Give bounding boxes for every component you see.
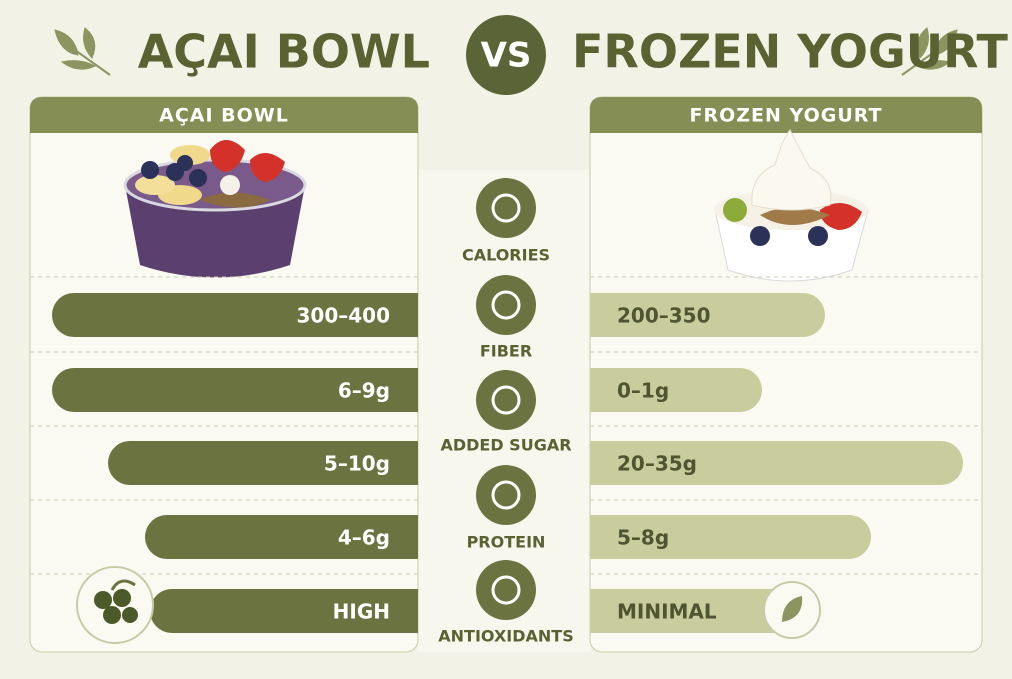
left-panel-header bbox=[30, 97, 418, 133]
right-value: 200–350 bbox=[617, 304, 711, 328]
vs-text: VS bbox=[481, 36, 532, 76]
left-bar bbox=[108, 441, 418, 485]
left-value: 5–10g bbox=[324, 452, 390, 476]
metric-icon-inner bbox=[491, 193, 521, 223]
comparison-rows: 300–400 6–9g 5–10g 4–6g HIGH 200–350 0–1g 20–35… bbox=[30, 178, 982, 646]
left-bar bbox=[52, 368, 418, 412]
title-right: FROZEN YOGURT bbox=[572, 25, 1008, 79]
metric-icon-inner bbox=[491, 385, 521, 415]
right-value: 5–8g bbox=[617, 526, 669, 550]
left-value: 300–400 bbox=[297, 304, 391, 328]
right-header-text: FROZEN YOGURT bbox=[689, 105, 882, 127]
metric-label: ANTIOXIDANTS bbox=[438, 627, 573, 646]
metric-icon-inner bbox=[491, 480, 521, 510]
metric-label: ADDED SUGAR bbox=[440, 436, 571, 455]
acai-bowl-image bbox=[123, 140, 307, 278]
left-bar bbox=[145, 515, 418, 559]
metric-label: PROTEIN bbox=[467, 533, 546, 552]
metric-label: CALORIES bbox=[462, 246, 550, 265]
right-bar bbox=[590, 368, 762, 412]
right-value: 0–1g bbox=[617, 379, 669, 403]
left-bar bbox=[52, 293, 418, 337]
berries-badge bbox=[76, 566, 154, 644]
metric-icon-inner bbox=[491, 290, 521, 320]
vs-badge bbox=[466, 15, 546, 95]
right-bar bbox=[590, 589, 800, 633]
right-bar bbox=[590, 441, 963, 485]
metric-label: FIBER bbox=[480, 342, 532, 361]
metric-icon-inner bbox=[491, 575, 521, 605]
right-panel-header bbox=[590, 97, 982, 133]
metric-icon bbox=[476, 275, 536, 335]
right-value: 20–35g bbox=[617, 452, 697, 476]
leaf-badge bbox=[763, 581, 821, 639]
leaf-decoration bbox=[901, 27, 958, 76]
right-bar bbox=[590, 515, 871, 559]
metric-icon bbox=[476, 560, 536, 620]
left-bar bbox=[150, 589, 418, 633]
metric-icon bbox=[476, 465, 536, 525]
left-value: HIGH bbox=[333, 600, 390, 624]
frozen-yogurt-image bbox=[714, 129, 869, 282]
left-value: 6–9g bbox=[338, 379, 390, 403]
leaf-decoration bbox=[54, 27, 111, 76]
right-value: MINIMAL bbox=[617, 600, 717, 624]
right-bar bbox=[590, 293, 825, 337]
title-left: AÇAI BOWL bbox=[138, 25, 430, 79]
left-header-text: AÇAI BOWL bbox=[159, 105, 289, 127]
left-value: 4–6g bbox=[338, 526, 390, 550]
metric-icon bbox=[476, 370, 536, 430]
metric-icon bbox=[476, 178, 536, 238]
